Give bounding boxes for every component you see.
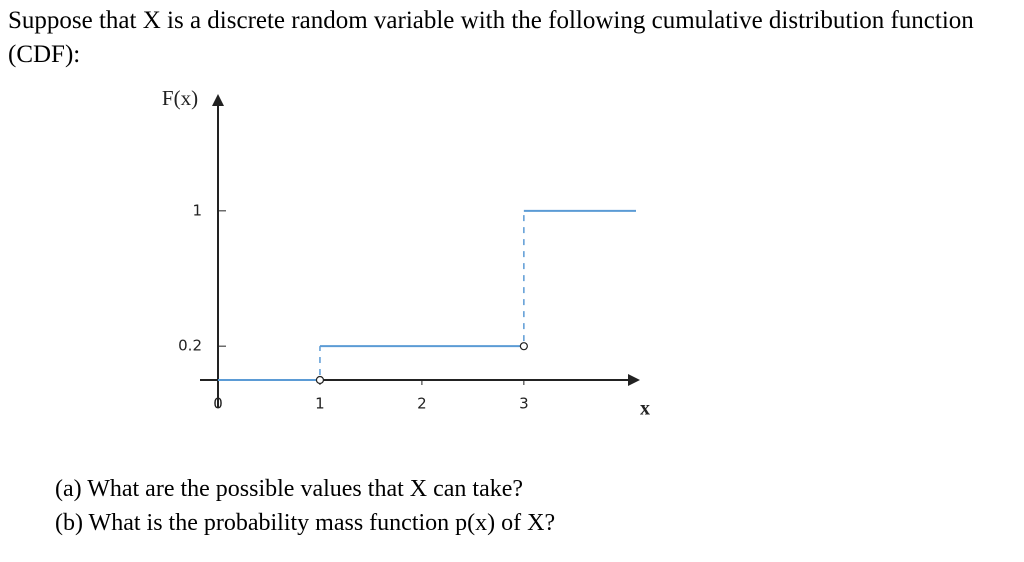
y-tick-label: 0.2 [178, 337, 202, 355]
intro-text: Suppose that X is a discrete random vari… [8, 7, 974, 68]
question: (b) What is the probability mass functio… [55, 510, 556, 536]
x-tick-label: 3 [519, 395, 529, 413]
open-point [519, 342, 528, 351]
x-tick-label: 1 [315, 395, 325, 413]
question: (a) What are the possible values that X … [55, 476, 524, 502]
x-tick-label: 0 [213, 395, 223, 413]
x-tick-label: 2 [417, 395, 427, 413]
x-axis-label: x [640, 398, 650, 420]
y-tick-label: 1 [192, 201, 202, 219]
open-point [315, 375, 325, 385]
y-axis-label: F(x) [162, 86, 198, 110]
